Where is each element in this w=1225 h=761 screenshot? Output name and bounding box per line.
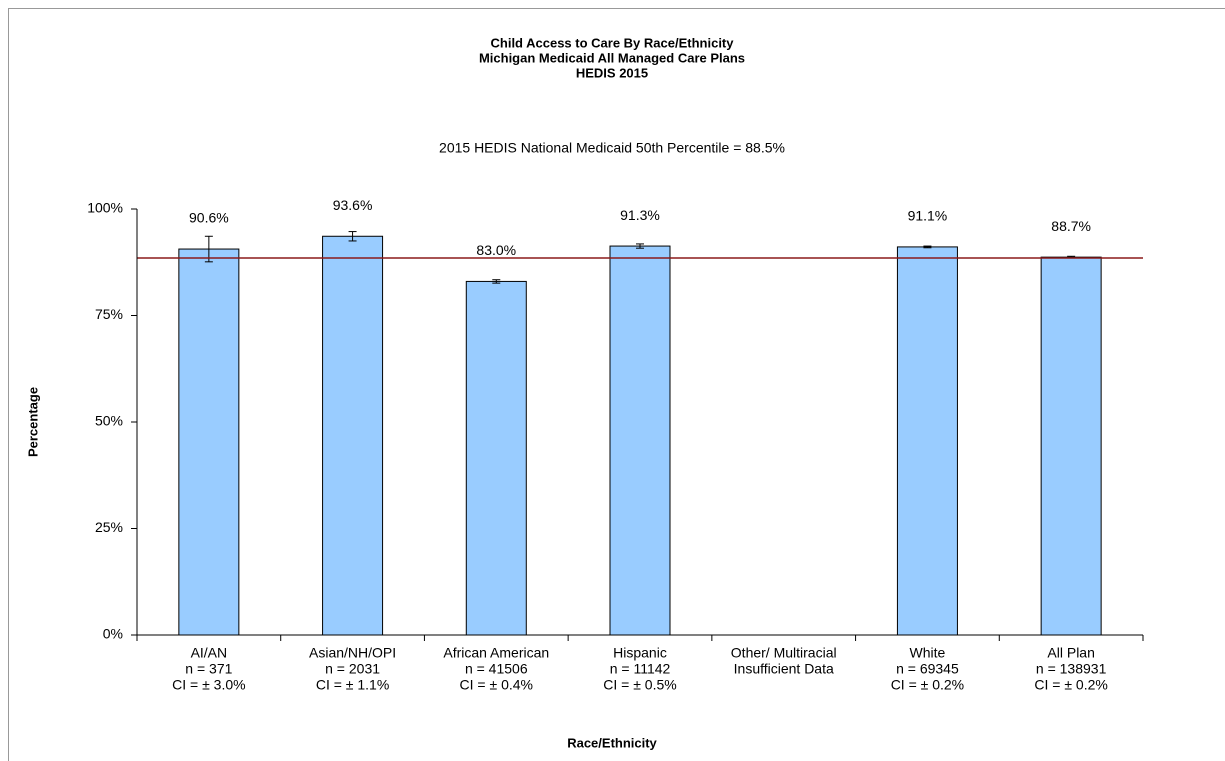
bar [896,246,958,636]
value-label: 90.6% [189,210,229,226]
y-axis-title: Percentage [25,387,40,457]
x-tick-label: n = 2031 [325,661,380,677]
chart-title: Child Access to Care By Race/Ethnicity [491,35,735,50]
value-label: 91.3% [620,207,660,223]
x-tick-label: Asian/NH/OPI [309,645,396,661]
x-tick-label: CI = ± 1.1% [316,677,389,693]
y-tick-label: 50% [95,413,123,429]
bar [322,235,384,636]
y-tick-label: 25% [95,519,123,535]
x-tick-label: n = 138931 [1036,661,1107,677]
x-tick-label: White [910,645,946,661]
value-label: 88.7% [1051,218,1091,234]
bar [609,245,671,636]
y-tick-label: 75% [95,306,123,322]
value-label: 91.1% [908,208,948,224]
x-tick-label: n = 11142 [610,661,671,677]
x-tick-label: AI/AN [191,645,228,661]
x-tick-label: CI = ± 3.0% [172,677,245,693]
x-tick-label: CI = ± 0.2% [891,677,964,693]
bar [178,248,240,636]
x-axis-title: Race/Ethnicity [567,735,657,750]
x-tick-label: n = 69345 [896,661,959,677]
y-tick-label: 0% [103,626,123,642]
x-tick-label: CI = ± 0.5% [603,677,676,693]
y-tick-label: 100% [87,200,123,216]
x-tick-label: n = 371 [185,661,232,677]
x-tick-label: n = 41506 [465,661,528,677]
chart-title: HEDIS 2015 [576,65,648,80]
value-label: 83.0% [476,242,516,258]
x-tick-label: Insufficient Data [734,661,834,677]
chart-frame [8,8,1225,761]
x-tick-label: African American [443,645,549,661]
reference-label: 2015 HEDIS National Medicaid 50th Percen… [439,140,785,156]
chart-title: Michigan Medicaid All Managed Care Plans [479,50,745,65]
x-tick-label: CI = ± 0.4% [460,677,533,693]
bar [465,280,527,636]
x-tick-label: Hispanic [613,645,667,661]
x-tick-label: CI = ± 0.2% [1034,677,1107,693]
x-tick-label: All Plan [1047,645,1094,661]
x-tick-label: Other/ Multiracial [731,645,837,661]
value-label: 93.6% [333,197,373,213]
bar [1040,256,1102,636]
